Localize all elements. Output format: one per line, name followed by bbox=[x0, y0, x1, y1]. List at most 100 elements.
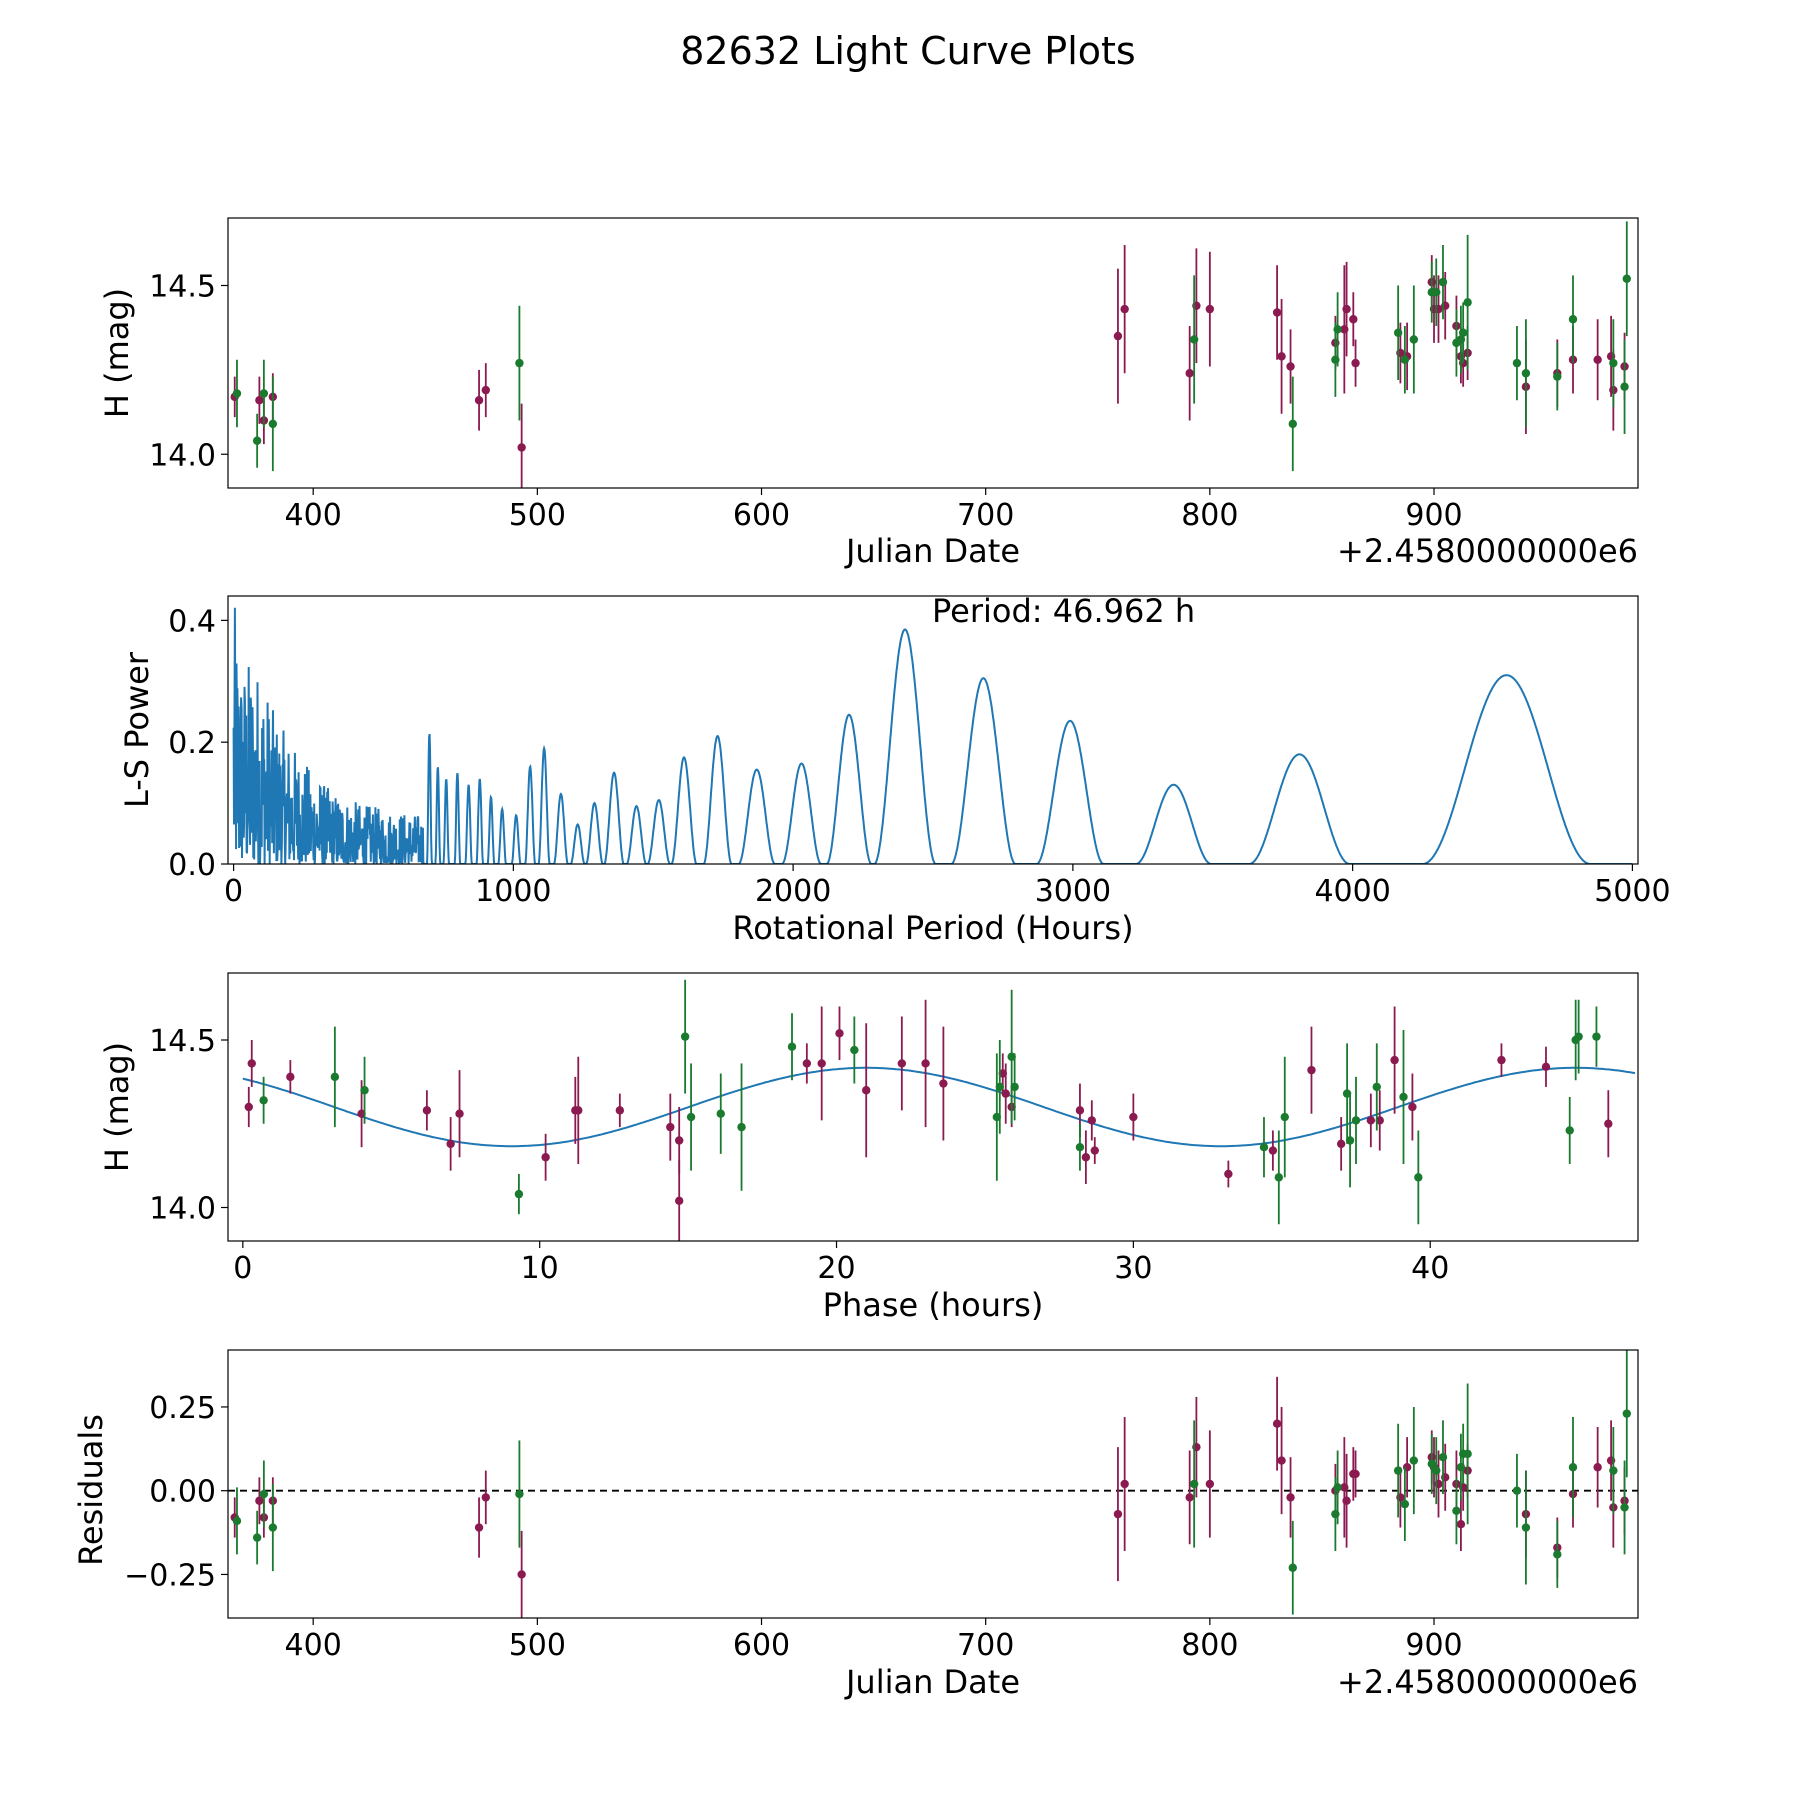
ytick-label: 0.25 bbox=[149, 1391, 216, 1426]
residuals-point bbox=[1463, 1449, 1472, 1459]
xtick-label: 500 bbox=[509, 498, 566, 533]
phased-curve-point bbox=[1408, 1102, 1417, 1112]
phased-curve-point bbox=[737, 1122, 746, 1132]
light-curve-point bbox=[1205, 304, 1215, 314]
phased-curve-point bbox=[680, 1032, 690, 1041]
light-curve-point bbox=[1288, 419, 1297, 429]
light-curve-xlabel: Julian Date bbox=[844, 532, 1020, 570]
light-curve-point bbox=[1189, 335, 1199, 344]
xtick-label: 800 bbox=[1181, 1628, 1238, 1663]
phased-curve-point bbox=[541, 1153, 550, 1162]
residuals-point bbox=[1272, 1419, 1282, 1428]
xtick-label: 1000 bbox=[475, 874, 551, 909]
residuals-offset-text: +2.4580000000e6 bbox=[1337, 1663, 1638, 1701]
light-curve-point bbox=[252, 436, 262, 445]
residuals-point bbox=[1512, 1486, 1522, 1495]
light-curve-point bbox=[1349, 315, 1358, 324]
phased-curve-point bbox=[716, 1109, 725, 1118]
residuals-ylabel: Residuals bbox=[72, 1414, 110, 1566]
phased-curve-point bbox=[835, 1029, 844, 1038]
light-curve-point bbox=[259, 389, 269, 398]
phased-curve-axes-frame bbox=[227, 972, 1639, 1242]
light-curve-panel: 400 500 600 700 800 900 14.0 14.5 Julian Date H… bbox=[98, 217, 1639, 570]
phased-curve-point bbox=[1345, 1136, 1355, 1145]
phased-curve-ylabel: H (mag) bbox=[98, 1042, 136, 1172]
phased-curve-point bbox=[1075, 1143, 1085, 1152]
phased-curve-point bbox=[1081, 1153, 1091, 1162]
phased-curve-point bbox=[514, 1189, 524, 1199]
light-curve-point bbox=[1409, 335, 1419, 344]
phased-curve-point bbox=[802, 1059, 812, 1068]
residuals-point bbox=[474, 1523, 484, 1532]
phased-curve-point bbox=[1414, 1173, 1423, 1182]
ytick-label: 14.5 bbox=[149, 1024, 216, 1059]
phased-curve-point bbox=[897, 1059, 907, 1068]
light-curve-point bbox=[1593, 355, 1602, 364]
phased-curve-point bbox=[686, 1112, 696, 1122]
residuals-point bbox=[268, 1523, 278, 1532]
residuals-point bbox=[232, 1516, 242, 1526]
light-curve-point bbox=[474, 396, 484, 405]
xtick-label: 3000 bbox=[1035, 874, 1111, 909]
phased-curve-panel: 0 10 20 30 40 14.0 14.5 Phase (hours) H (mag) bbox=[98, 972, 1639, 1324]
residuals-point bbox=[1456, 1520, 1466, 1529]
light-curve-point bbox=[517, 443, 526, 452]
xtick-label: 0 bbox=[233, 1251, 252, 1286]
residuals-panel: 400 500 600 700 800 900 0.25 0.00 −0.25 Julian D… bbox=[72, 1349, 1639, 1701]
light-curve-point bbox=[1113, 331, 1123, 341]
residuals-point bbox=[1288, 1563, 1297, 1572]
xtick-label: 4000 bbox=[1314, 874, 1390, 909]
xtick-label: 500 bbox=[509, 1628, 566, 1663]
light-curve-point bbox=[1458, 328, 1468, 337]
phased-curve-point bbox=[1075, 1106, 1085, 1115]
phased-curve-point bbox=[1224, 1169, 1233, 1179]
phased-curve-point bbox=[286, 1072, 295, 1082]
xtick-label: 600 bbox=[733, 1628, 790, 1663]
residuals-point bbox=[1521, 1523, 1531, 1532]
residuals-point bbox=[1342, 1496, 1351, 1505]
residuals-point bbox=[1185, 1493, 1194, 1502]
light-curve-point bbox=[515, 358, 524, 368]
ytick-label: −0.25 bbox=[124, 1558, 216, 1593]
phased-curve-point bbox=[1372, 1082, 1381, 1092]
phased-curve-xlabel: Phase (hours) bbox=[823, 1286, 1044, 1324]
light-curve-point bbox=[255, 396, 264, 405]
light-curve-point bbox=[1286, 362, 1295, 371]
periodogram-annotation: Period: 46.962 h bbox=[932, 592, 1195, 630]
phased-curve-point bbox=[1592, 1032, 1601, 1041]
light-curve-point bbox=[481, 385, 490, 395]
phased-curve-point bbox=[675, 1196, 684, 1206]
light-curve-point bbox=[1393, 328, 1403, 337]
phased-curve-point bbox=[1336, 1139, 1346, 1149]
light-curve-axes-frame bbox=[227, 217, 1639, 489]
residuals-point bbox=[1286, 1493, 1295, 1502]
phased-curve-point bbox=[1274, 1173, 1284, 1182]
xtick-label: 5000 bbox=[1594, 874, 1670, 909]
phased-curve-point bbox=[1366, 1116, 1376, 1125]
phased-curve-point bbox=[244, 1102, 253, 1112]
phased-curve-point bbox=[1087, 1116, 1097, 1125]
xtick-label: 900 bbox=[1405, 1628, 1462, 1663]
light-curve-point bbox=[1568, 315, 1578, 324]
phased-curve-point bbox=[1390, 1055, 1399, 1065]
phased-curve-point bbox=[247, 1059, 256, 1068]
residuals-point bbox=[1593, 1463, 1602, 1472]
xtick-label: 40 bbox=[1411, 1251, 1449, 1286]
light-curve-point bbox=[1272, 308, 1282, 317]
residuals-point bbox=[259, 1489, 269, 1499]
light-curve-point bbox=[1185, 369, 1194, 378]
xtick-label: 20 bbox=[817, 1251, 855, 1286]
phased-curve-point bbox=[850, 1045, 859, 1055]
phased-curve-point bbox=[1565, 1126, 1574, 1135]
phased-curve-point bbox=[1574, 1032, 1583, 1041]
xtick-label: 700 bbox=[957, 498, 1014, 533]
phased-curve-point bbox=[921, 1059, 930, 1068]
ytick-label: 0.00 bbox=[149, 1475, 216, 1510]
phased-curve-point bbox=[1497, 1055, 1506, 1065]
light-curve-point bbox=[1553, 372, 1562, 381]
phased-curve-point bbox=[787, 1042, 797, 1051]
periodogram-xlabel: Rotational Period (Hours) bbox=[732, 909, 1133, 947]
residuals-axes-frame bbox=[227, 1349, 1639, 1619]
ytick-label: 14.0 bbox=[149, 438, 216, 473]
